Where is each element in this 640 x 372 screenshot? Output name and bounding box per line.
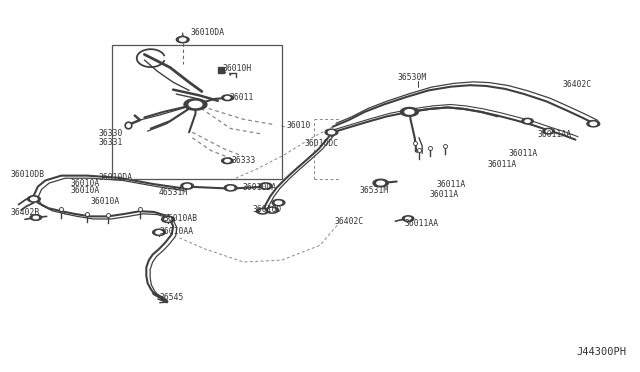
Text: 36530M: 36530M [398,73,427,82]
Polygon shape [269,209,275,212]
Text: 36010DC: 36010DC [304,139,338,148]
Polygon shape [179,38,186,41]
Text: 36010D: 36010D [253,205,282,214]
Text: 36011AA: 36011AA [404,219,438,228]
Polygon shape [525,120,530,122]
Text: 36010DA: 36010DA [99,173,132,182]
Polygon shape [184,185,190,187]
Text: 36011: 36011 [229,93,253,102]
Text: 36010AB: 36010AB [164,214,198,223]
Text: 36402C: 36402C [334,218,364,227]
Polygon shape [257,208,268,214]
Text: 36531M: 36531M [360,186,389,195]
Polygon shape [590,122,596,125]
Polygon shape [266,207,278,213]
Text: 36010: 36010 [286,122,310,131]
Polygon shape [162,216,174,222]
Polygon shape [153,229,166,235]
Text: 36010DA: 36010DA [242,183,276,192]
Polygon shape [262,185,269,187]
Polygon shape [377,181,385,185]
Polygon shape [401,108,419,116]
Polygon shape [165,218,172,221]
Polygon shape [221,95,233,101]
Polygon shape [184,99,207,110]
Polygon shape [189,101,202,108]
Text: 36010A: 36010A [71,186,100,195]
Text: 36011A: 36011A [487,160,516,169]
Polygon shape [221,158,233,164]
Text: 36010AA: 36010AA [159,227,193,236]
Text: 36011A: 36011A [436,180,465,189]
Bar [113,45,282,179]
Text: 36011A: 36011A [430,190,459,199]
Text: 36010A: 36010A [71,179,100,187]
Polygon shape [403,216,414,221]
Text: 36402B: 36402B [10,208,40,217]
Polygon shape [225,97,230,99]
Polygon shape [33,216,38,219]
Polygon shape [546,130,551,132]
Polygon shape [543,128,554,134]
Text: 36011A: 36011A [508,149,538,158]
Text: 46531M: 46531M [159,188,188,197]
Polygon shape [328,131,335,134]
Text: 36010DA: 36010DA [191,28,225,38]
Polygon shape [227,186,234,189]
Text: 36011AA: 36011AA [537,130,572,140]
Text: 36330: 36330 [99,129,123,138]
Text: 36010DB: 36010DB [10,170,44,179]
Text: J44300PH: J44300PH [577,347,627,357]
Polygon shape [325,129,338,135]
Polygon shape [259,183,272,189]
Polygon shape [31,198,37,201]
Polygon shape [406,217,411,220]
Polygon shape [28,196,40,202]
Polygon shape [225,160,230,162]
Polygon shape [522,118,533,124]
Polygon shape [373,179,388,187]
Text: 36545: 36545 [159,294,184,302]
Polygon shape [260,210,265,212]
Polygon shape [156,231,163,234]
Polygon shape [587,121,600,127]
Text: 36010A: 36010A [90,197,119,206]
Polygon shape [181,183,193,189]
Polygon shape [224,185,237,191]
Text: 36333: 36333 [232,156,256,165]
Text: 36010H: 36010H [223,64,252,73]
Text: 36331: 36331 [99,138,123,147]
Polygon shape [30,215,42,220]
Polygon shape [272,199,285,206]
Polygon shape [177,36,189,43]
Text: 36402C: 36402C [563,80,592,89]
Polygon shape [405,110,414,114]
Polygon shape [275,201,282,204]
